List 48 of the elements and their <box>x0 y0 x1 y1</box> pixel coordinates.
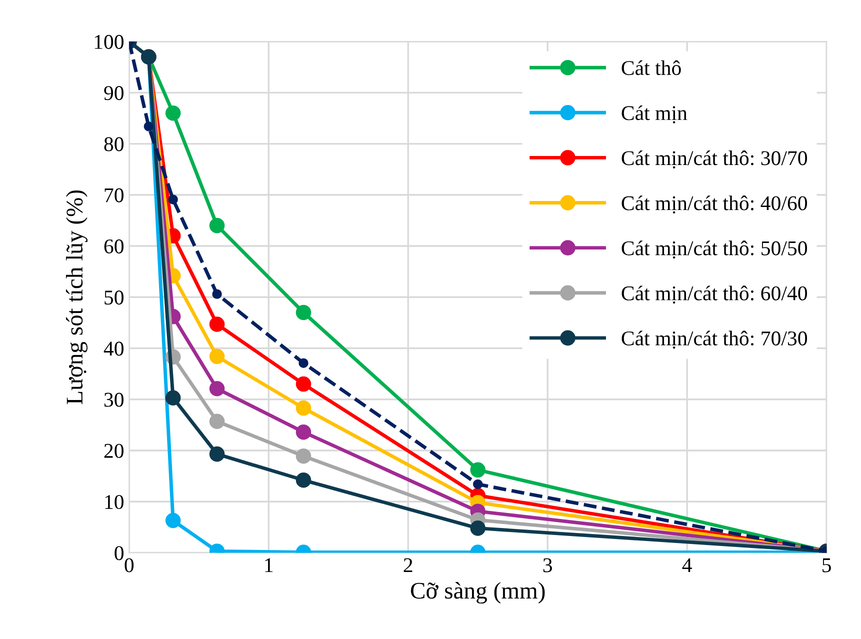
y-axis-title: Lượng sót tích lũy (%) <box>66 190 88 404</box>
point <box>470 462 486 478</box>
point <box>296 304 312 320</box>
point <box>165 512 181 528</box>
legend-label: Cát mịn/cát thô: 50/50 <box>622 240 808 259</box>
y-tick-label: 70 <box>104 188 124 202</box>
point <box>209 348 225 364</box>
point <box>470 520 486 536</box>
x-tick-label: 3 <box>543 558 552 572</box>
y-tick-label: 90 <box>104 86 124 100</box>
x-tick-label: 4 <box>682 558 692 572</box>
point <box>296 424 312 440</box>
legend-label: Cát thô <box>622 60 681 76</box>
y-tick-label: 80 <box>104 137 124 152</box>
x-axis-title: Cỡ sàng (mm) <box>410 582 545 604</box>
y-tick-label: 40 <box>104 342 124 356</box>
y-tick-label: 60 <box>104 239 124 254</box>
point <box>209 446 225 462</box>
point <box>209 316 225 332</box>
point <box>296 472 312 488</box>
x-tick-label: 0 <box>124 558 134 572</box>
legend-label: Cát mịn/cát thô: 40/60 <box>622 196 808 214</box>
point <box>165 105 181 121</box>
y-tick-label: 20 <box>104 444 124 458</box>
x-tick-label: 1 <box>265 558 273 572</box>
point <box>212 289 222 299</box>
legend-label: Cát mịn/cát thô: 70/30 <box>622 330 808 349</box>
y-tick-label: 30 <box>104 392 124 407</box>
point <box>298 358 308 368</box>
legend-label: Cát mịn/cát thô: 30/70 <box>622 150 808 168</box>
point <box>165 390 181 406</box>
point <box>296 448 312 464</box>
point <box>472 479 483 490</box>
point <box>296 376 312 392</box>
x-tick-label: 5 <box>822 558 831 572</box>
point <box>209 414 225 429</box>
legend-label: Cát mịn <box>622 105 688 124</box>
legend-label: Cát mịn/cát thô: 60/40 <box>622 286 808 304</box>
point <box>209 218 225 234</box>
point <box>168 194 178 204</box>
y-tick-label: 10 <box>105 494 124 510</box>
point <box>296 400 312 416</box>
y-tick-label: 100 <box>94 34 124 49</box>
point <box>209 381 225 396</box>
y-tick-label: 0 <box>114 546 124 560</box>
y-tick-label: 50 <box>104 290 124 305</box>
x-tick-label: 2 <box>404 558 412 572</box>
point <box>144 122 154 132</box>
